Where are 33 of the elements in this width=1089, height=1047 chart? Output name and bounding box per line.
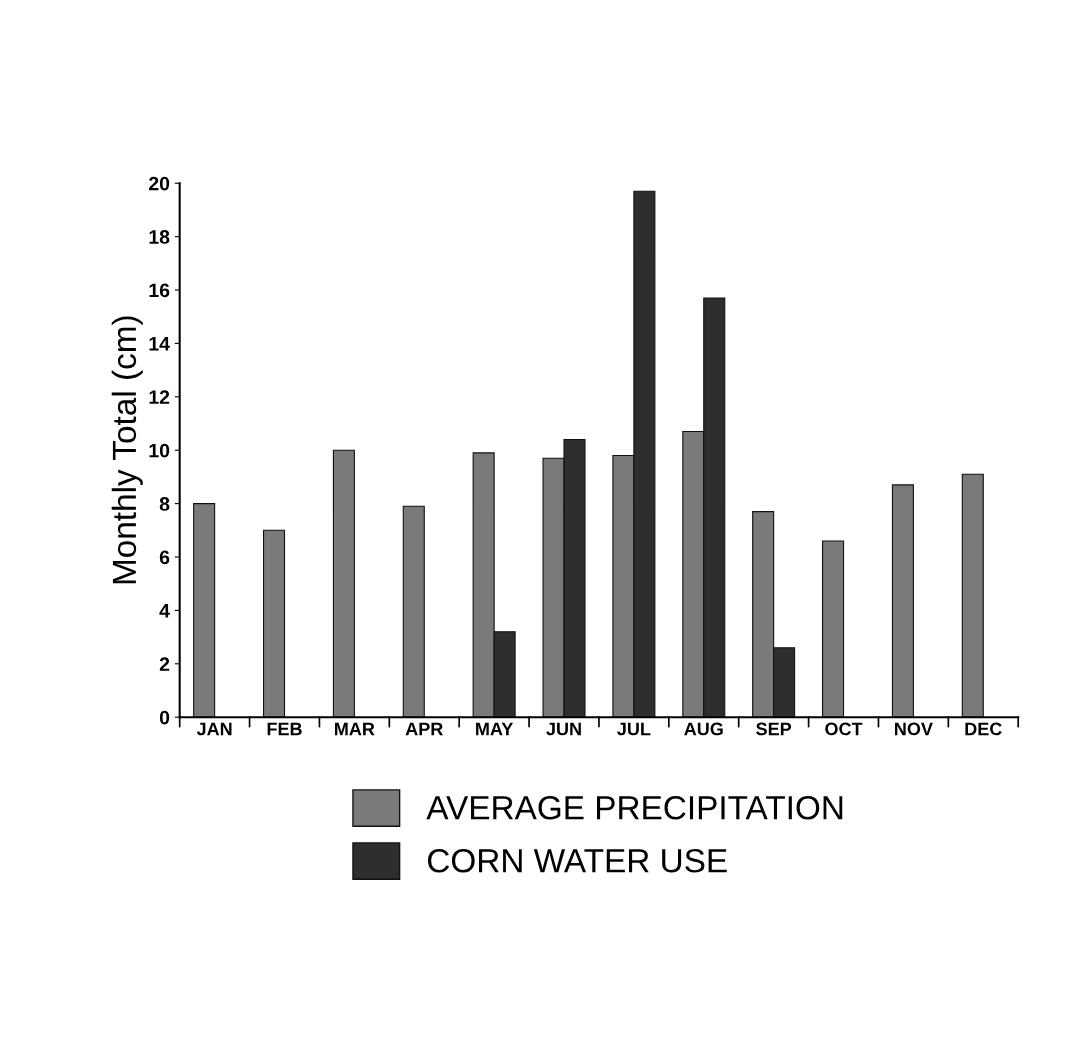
y-tick-label: 4 xyxy=(159,604,170,618)
y-tick-label: 10 xyxy=(149,443,170,458)
x-tick-label: JUL xyxy=(617,722,651,736)
bar xyxy=(262,529,286,718)
y-tick-label: 18 xyxy=(149,230,170,244)
legend-label: CORN WATER USE xyxy=(427,848,727,873)
legend-label: AVERAGE PRECIPITATION xyxy=(426,795,843,820)
bar xyxy=(961,473,984,718)
y-tick-label: 16 xyxy=(149,283,170,298)
x-tick-label: NOV xyxy=(895,722,933,736)
y-tick-label: 12 xyxy=(149,390,170,404)
bar xyxy=(193,503,216,718)
bar xyxy=(822,540,845,718)
y-tick-label: 6 xyxy=(159,550,170,565)
y-tick-label: 8 xyxy=(159,497,170,511)
x-tick-label: AUG xyxy=(684,722,723,736)
bar xyxy=(891,484,914,718)
x-tick-label: DEC xyxy=(965,722,1002,736)
x-tick-label: MAR xyxy=(335,722,375,736)
bar xyxy=(332,449,355,718)
x-tick-label: OCT xyxy=(825,722,863,736)
x-tick-label: JUN xyxy=(546,722,581,736)
y-tick-label: 2 xyxy=(159,657,170,671)
x-tick-label: MAY xyxy=(476,722,514,736)
x-tick-label: FEB xyxy=(267,722,302,736)
bar xyxy=(402,505,425,718)
x-tick-label: APR xyxy=(405,722,443,736)
y-tick-label: 0 xyxy=(159,710,170,725)
y-tick-label: 20 xyxy=(149,176,170,191)
x-tick-label: JAN xyxy=(196,722,232,736)
y-tick-label: 14 xyxy=(149,337,170,351)
x-tick-label: SEP xyxy=(756,722,792,736)
y-axis-title: Monthly Total (cm) xyxy=(111,316,143,584)
